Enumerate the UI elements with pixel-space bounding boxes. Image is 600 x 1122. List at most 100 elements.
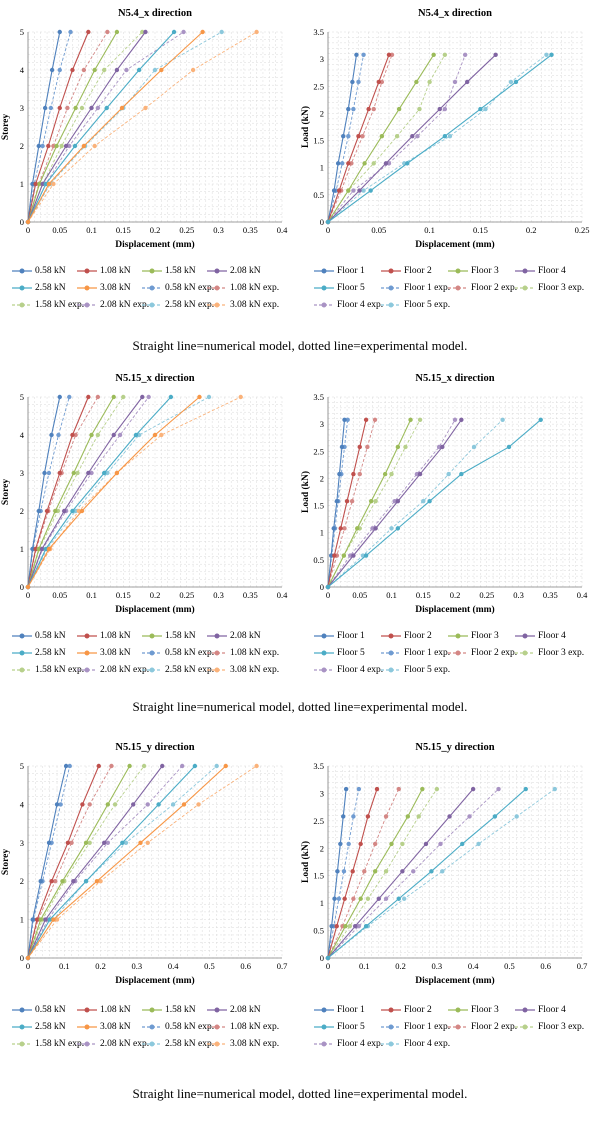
data-point bbox=[331, 526, 336, 531]
data-point bbox=[356, 79, 361, 85]
data-point bbox=[442, 134, 448, 139]
data-point bbox=[69, 840, 74, 845]
chart-n515y-storey: N5.15_y direction 0 0.1 0.2 0.3 0.4 0.5 0.6 0.7 0… bbox=[1, 742, 288, 986]
data-point bbox=[356, 923, 362, 929]
series-line bbox=[27, 396, 210, 588]
x-tick-label: 0.3 bbox=[432, 961, 443, 971]
legend-swatch bbox=[381, 1041, 401, 1047]
data-point bbox=[523, 786, 528, 792]
legend-item: Floor 1 bbox=[314, 265, 365, 277]
legend-item: Floor 3 exp. bbox=[515, 282, 584, 294]
data-point bbox=[112, 802, 118, 807]
legend-swatch bbox=[142, 1041, 162, 1047]
data-point bbox=[136, 67, 142, 73]
data-point bbox=[356, 134, 361, 139]
data-point bbox=[47, 917, 52, 922]
data-point bbox=[102, 67, 107, 73]
legend-item: 3.08 kN bbox=[77, 282, 131, 294]
y-axis-label: Storey bbox=[1, 849, 11, 875]
data-point bbox=[30, 546, 35, 552]
data-point bbox=[389, 471, 394, 477]
legend-item: 1.08 kN bbox=[77, 265, 131, 277]
legend-item: Floor 1 bbox=[314, 1004, 365, 1016]
legend-label: Floor 2 bbox=[404, 266, 432, 276]
legend-swatch bbox=[142, 302, 162, 308]
y-tick-label: 0 bbox=[20, 582, 24, 592]
y-tick-label: 2 bbox=[20, 506, 24, 516]
data-point bbox=[49, 879, 54, 884]
legend-swatch bbox=[314, 667, 334, 673]
data-point bbox=[339, 444, 345, 450]
legend-label: Floor 5 exp. bbox=[404, 300, 451, 310]
data-point bbox=[334, 923, 339, 929]
data-point bbox=[53, 879, 58, 884]
y-axis-label: Load (kN) bbox=[300, 106, 311, 148]
x-tick-label: 0.4 bbox=[168, 961, 179, 971]
data-point bbox=[440, 869, 445, 874]
data-point bbox=[71, 879, 76, 884]
legend-swatch bbox=[448, 285, 468, 291]
data-point bbox=[394, 134, 400, 139]
data-point bbox=[197, 394, 202, 400]
legend-label: Floor 5 exp. bbox=[404, 665, 451, 675]
data-point bbox=[376, 79, 381, 85]
legend-label: Floor 5 bbox=[337, 648, 365, 658]
legend-label: 2.08 kN bbox=[230, 631, 261, 641]
data-point bbox=[429, 869, 434, 874]
legend-swatch bbox=[381, 268, 401, 274]
data-point bbox=[459, 471, 464, 477]
data-point bbox=[379, 134, 385, 139]
legend-label: 2.58 kN bbox=[35, 1022, 66, 1032]
legend-item: 3.08 kN exp. bbox=[207, 1038, 279, 1050]
data-point bbox=[43, 181, 48, 187]
data-point bbox=[83, 840, 89, 845]
data-point bbox=[389, 52, 395, 57]
chart-title: N5.4_x direction bbox=[118, 8, 192, 19]
series-line bbox=[327, 788, 527, 959]
series-line bbox=[27, 31, 89, 223]
legend-item: 1.58 kN bbox=[142, 265, 196, 277]
legend-label: 1.08 kN exp. bbox=[230, 648, 280, 658]
data-point bbox=[354, 52, 359, 57]
legend-item: Floor 2 exp. bbox=[448, 1021, 517, 1033]
legend-label: Floor 2 bbox=[404, 1005, 432, 1015]
data-point bbox=[89, 432, 94, 438]
legend-label: 2.58 kN bbox=[35, 648, 66, 658]
data-point bbox=[34, 917, 40, 922]
legend-swatch bbox=[12, 1024, 32, 1030]
data-point bbox=[370, 526, 375, 531]
series-line bbox=[27, 765, 217, 959]
data-point bbox=[351, 106, 356, 112]
y-tick-label: 3 bbox=[320, 788, 324, 798]
data-point bbox=[86, 29, 91, 35]
data-point bbox=[70, 432, 75, 438]
data-point bbox=[478, 106, 483, 112]
legend-swatch bbox=[515, 268, 535, 274]
x-tick-label: 0.1 bbox=[59, 961, 70, 971]
data-point bbox=[127, 763, 132, 769]
data-point bbox=[410, 134, 415, 139]
data-point bbox=[351, 471, 356, 477]
data-point bbox=[376, 896, 381, 901]
series-floor-5 bbox=[325, 417, 543, 590]
legend-swatch bbox=[77, 667, 97, 673]
legend-label: 2.58 kN bbox=[35, 283, 66, 293]
data-point bbox=[98, 879, 103, 884]
data-point bbox=[386, 52, 392, 57]
chart-n54-load: N5.4_x direction 0 0.05 0.1 0.15 0.2 0.25 0 0.5 1… bbox=[300, 8, 589, 250]
x-tick-label: 0 bbox=[26, 590, 30, 600]
data-point bbox=[373, 499, 378, 504]
series-floor-5 bbox=[325, 786, 528, 961]
data-point bbox=[467, 814, 472, 819]
data-point bbox=[200, 29, 205, 35]
data-point bbox=[43, 917, 48, 922]
data-point bbox=[447, 134, 453, 139]
y-tick-label: 2.5 bbox=[313, 446, 324, 456]
series-2-58-kn bbox=[25, 394, 174, 590]
legend-swatch bbox=[515, 1024, 535, 1030]
data-point bbox=[417, 417, 423, 422]
data-point bbox=[214, 763, 219, 769]
x-tick-label: 0.7 bbox=[277, 961, 288, 971]
data-point bbox=[57, 29, 62, 35]
legend-item: Floor 2 exp. bbox=[448, 282, 517, 294]
